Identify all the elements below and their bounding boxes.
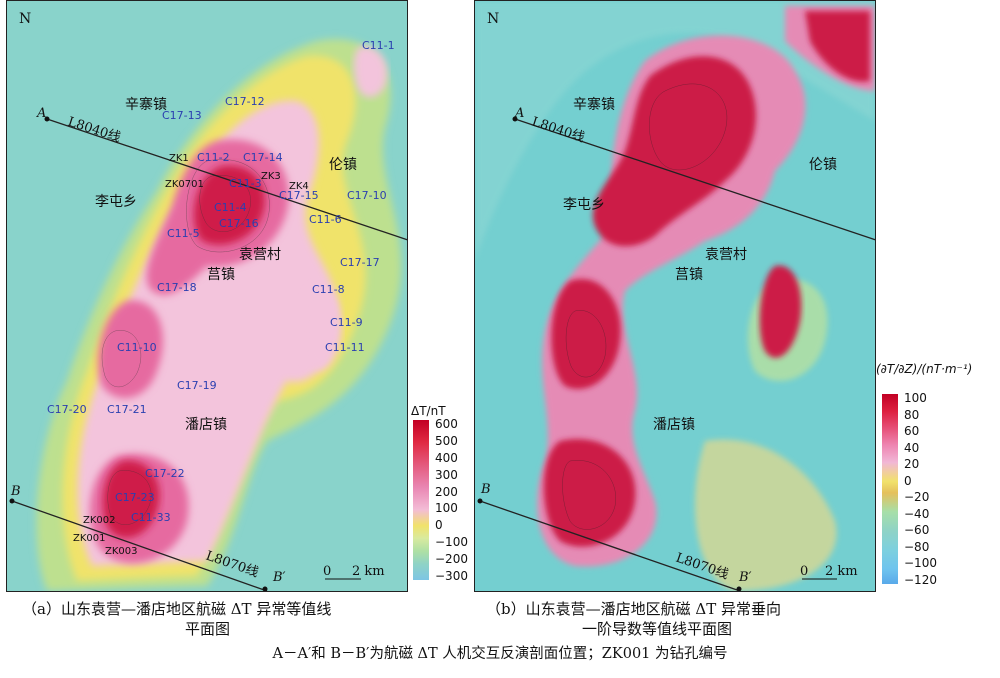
legend-a-tick-6: 0 xyxy=(435,518,443,533)
line-b-end-b: B′ xyxy=(738,570,752,585)
legend-b-title: (∂T/∂Z)/(nT·m⁻¹) xyxy=(876,362,973,376)
map-a-svg xyxy=(7,1,407,591)
legend-b-tick-9: −80 xyxy=(904,539,930,554)
legend-b-tick-7: −40 xyxy=(904,506,930,521)
legend-a-tick-1: 500 xyxy=(435,433,458,448)
legend-b-tick-4: 20 xyxy=(904,457,920,472)
legend-b-tick-8: −60 xyxy=(904,523,930,538)
legend-a-tick-9: −300 xyxy=(435,569,468,583)
line-a-start-b: A xyxy=(514,106,524,121)
north-arrow-b: N xyxy=(487,11,499,27)
legend-b-tick-6: −20 xyxy=(904,490,930,505)
caption-b-line1: （b）山东袁营—潘店地区航磁 ΔT 异常垂向 xyxy=(486,600,781,618)
legend-a-tick-4: 200 xyxy=(435,484,458,499)
legend-a-tick-5: 100 xyxy=(435,501,458,516)
town-ju-b: 莒镇 xyxy=(675,267,703,283)
town-lun-b: 伦镇 xyxy=(809,157,837,173)
legend-b-tick-0: 100 xyxy=(904,391,927,405)
legend-b-tick-2: 60 xyxy=(904,424,920,439)
legend-a-tick-7: −100 xyxy=(435,535,468,550)
map-panel-a: N 辛寨镇 伦镇 李屯乡 袁营村 莒镇 潘店镇 C11-1 C17-12 C17… xyxy=(6,0,408,592)
scale-len-b: 2 km xyxy=(825,564,858,579)
legend-b-tick-3: 40 xyxy=(904,440,920,455)
town-xinzhai-b: 辛寨镇 xyxy=(573,96,615,113)
legend-b: (∂T/∂Z)/(nT·m⁻¹) 100 80 60 40 20 0 −20 −40 −60 −8… xyxy=(876,362,992,587)
caption-a-line2: 平面图 xyxy=(185,620,231,638)
town-litun-b: 李屯乡 xyxy=(563,197,605,213)
contour-lines xyxy=(101,159,270,525)
line-b-start-b: B xyxy=(480,482,491,497)
legend-a: ΔT/nT 600 500 400 300 200 100 0 −100 −200 −300 xyxy=(411,404,473,584)
scale-zero-b: 0 xyxy=(800,564,808,579)
caption-a-line1: （a）山东袁营—潘店地区航磁 ΔT 异常等值线 xyxy=(22,600,332,618)
legend-b-tick-1: 80 xyxy=(904,407,920,422)
figure-note: A－A′和 B－B′为航磁 ΔT 人机交互反演剖面位置；ZK001 为钻孔编号 xyxy=(272,646,728,662)
caption-b-line2: 一阶导数等值线平面图 xyxy=(582,620,733,638)
legend-b-colorbar xyxy=(882,394,898,584)
town-yuanying-b: 袁营村 xyxy=(705,247,747,263)
map-b-svg: N 辛寨镇 伦镇 李屯乡 袁营村 莒镇 潘店镇 A L8040线 A′ B L8… xyxy=(475,1,875,591)
map-panel-b: N 辛寨镇 伦镇 李屯乡 袁营村 莒镇 潘店镇 A L8040线 A′ B L8… xyxy=(474,0,876,592)
legend-a-title: ΔT/nT xyxy=(411,404,446,418)
legend-b-tick-10: −100 xyxy=(904,556,937,571)
legend-a-colorbar xyxy=(413,420,429,580)
legend-b-tick-5: 0 xyxy=(904,473,912,488)
town-pandian-b: 潘店镇 xyxy=(653,417,695,433)
legend-a-tick-3: 300 xyxy=(435,467,458,482)
legend-a-tick-2: 400 xyxy=(435,450,458,465)
legend-a-tick-0: 600 xyxy=(435,417,458,431)
legend-b-tick-11: −120 xyxy=(904,573,937,587)
legend-a-tick-8: −200 xyxy=(435,552,468,567)
